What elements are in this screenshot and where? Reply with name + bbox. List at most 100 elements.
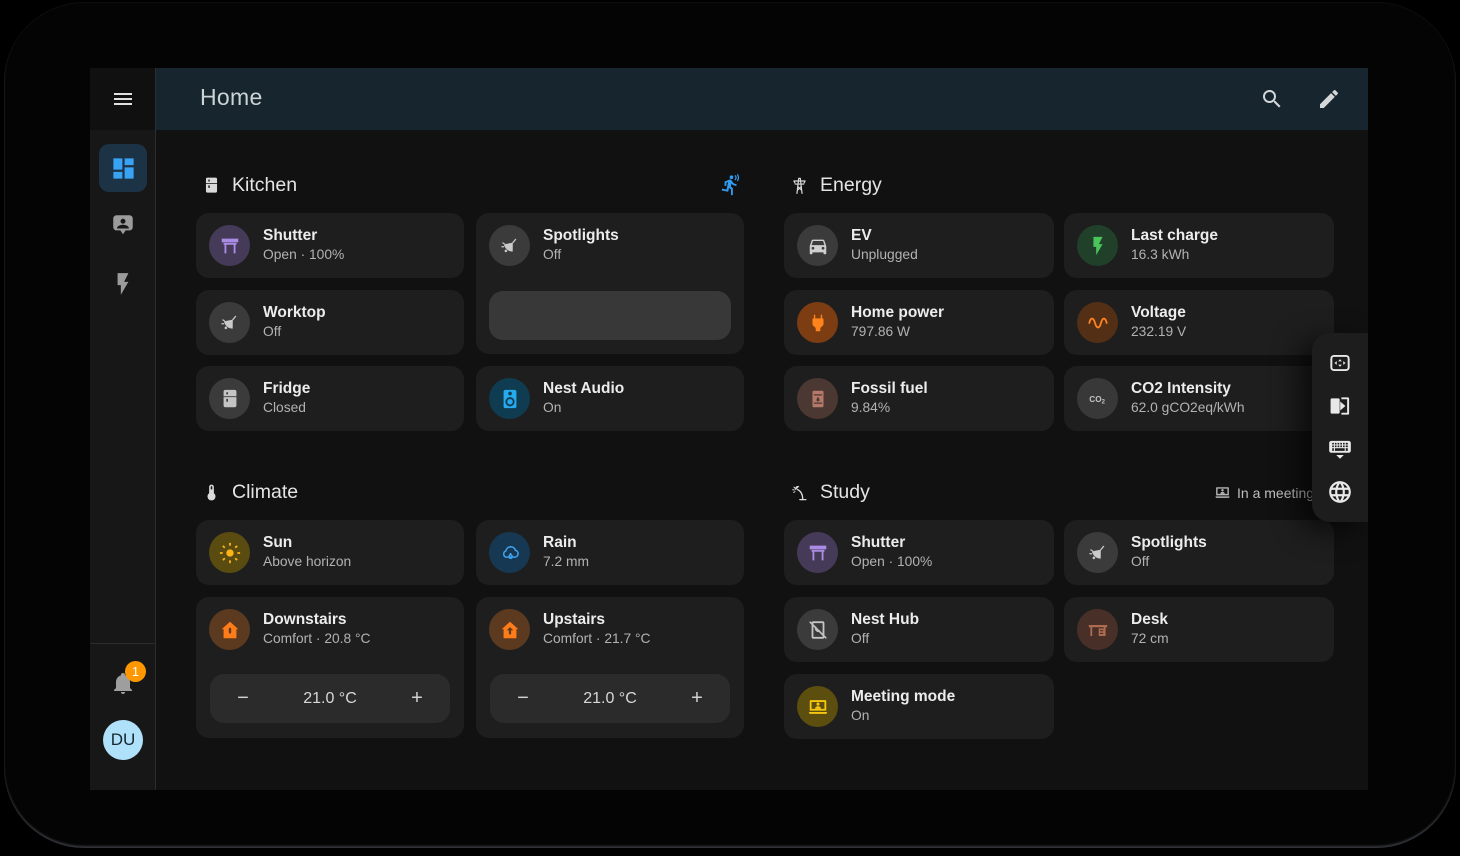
menu-icon[interactable] xyxy=(111,87,135,111)
sidebar-item-energy[interactable] xyxy=(110,271,136,297)
tile-state: Comfort · 20.8 °C xyxy=(263,631,371,647)
tile-state: 62.0 gCO2eq/kWh xyxy=(1131,400,1245,416)
app-header: Home xyxy=(156,68,1368,130)
tablet-off-icon[interactable] xyxy=(797,609,838,650)
target-temperature: 21.0 °C xyxy=(583,689,637,707)
tile-energy-fossil-fuel[interactable]: Fossil fuel 9.84% xyxy=(784,366,1054,431)
tile-title: Shutter xyxy=(851,534,906,552)
tile-state: Off xyxy=(543,247,562,263)
car-icon[interactable] xyxy=(797,225,838,266)
speaker-icon[interactable] xyxy=(489,378,530,419)
rain-cloud-icon[interactable] xyxy=(489,532,530,573)
tile-title: Shutter xyxy=(263,227,318,245)
temperature-stepper: − 21.0 °C + xyxy=(210,674,450,723)
tile-kitchen-spotlights[interactable]: Spotlights Off xyxy=(476,213,744,354)
tile-title: Spotlights xyxy=(543,227,619,245)
sidebar-item-dashboard[interactable] xyxy=(99,144,147,192)
section-title: Kitchen xyxy=(232,174,298,196)
tile-title: Rain xyxy=(543,534,577,552)
increase-temperature-button[interactable]: + xyxy=(411,687,423,709)
laptop-account-icon[interactable] xyxy=(797,686,838,727)
sidebar-item-person-bubble[interactable] xyxy=(110,212,136,238)
tile-kitchen-fridge[interactable]: Fridge Closed xyxy=(196,366,464,431)
tile-title: Downstairs xyxy=(263,611,347,629)
tile-state: 16.3 kWh xyxy=(1131,247,1190,263)
home-thermometer-icon[interactable] xyxy=(209,609,250,650)
tile-state: 232.19 V xyxy=(1131,324,1187,340)
meeting-status-badge[interactable]: In a meeting xyxy=(1214,484,1314,501)
decrease-temperature-button[interactable]: − xyxy=(517,687,529,709)
window-shutter-icon[interactable] xyxy=(209,225,250,266)
tile-energy-ev[interactable]: EV Unplugged xyxy=(784,213,1054,278)
laptop-account-icon xyxy=(1214,484,1231,501)
target-temperature: 21.0 °C xyxy=(303,689,357,707)
tile-study-spotlights[interactable]: Spotlights Off xyxy=(1064,520,1334,585)
screen-rotation-icon[interactable] xyxy=(1327,393,1353,419)
section-title: Climate xyxy=(232,481,299,503)
tile-energy-last-charge[interactable]: Last charge 16.3 kWh xyxy=(1064,213,1334,278)
tile-energy-co2-intensity[interactable]: CO2 CO2 Intensity 62.0 gCO2eq/kWh xyxy=(1064,366,1334,431)
search-icon[interactable] xyxy=(1260,87,1284,111)
tile-state: On xyxy=(851,708,870,724)
co2-molecule-icon[interactable]: CO2 xyxy=(1077,378,1118,419)
tile-state: Off xyxy=(1131,554,1150,570)
tile-title: Sun xyxy=(263,534,293,552)
keyboard-hide-icon[interactable] xyxy=(1327,436,1353,462)
tile-climate-sun[interactable]: Sun Above horizon xyxy=(196,520,464,585)
tile-energy-voltage[interactable]: Voltage 232.19 V xyxy=(1064,290,1334,355)
tile-title: Desk xyxy=(1131,611,1169,629)
tile-kitchen-nest-audio[interactable]: Nest Audio On xyxy=(476,366,744,431)
edit-dashboard-icon[interactable] xyxy=(1317,87,1341,111)
motion-sensor-icon[interactable] xyxy=(720,174,742,196)
ceiling-light-icon[interactable] xyxy=(209,302,250,343)
tile-title: Nest Hub xyxy=(851,611,920,629)
sidebar-divider xyxy=(90,643,155,644)
tile-climate-upstairs[interactable]: Upstairs Comfort · 21.7 °C − 21.0 °C + xyxy=(476,597,744,738)
sun-icon[interactable] xyxy=(209,532,250,573)
sine-wave-icon[interactable] xyxy=(1077,302,1118,343)
tile-title: Voltage xyxy=(1131,304,1186,322)
lightning-bolt-icon[interactable] xyxy=(1077,225,1118,266)
brightness-slider[interactable] xyxy=(489,291,731,340)
user-avatar[interactable]: DU xyxy=(103,720,143,760)
barrel-icon[interactable] xyxy=(797,378,838,419)
tile-state: Open · 100% xyxy=(851,554,933,570)
tile-state: 7.2 mm xyxy=(543,554,589,570)
tile-energy-home-power[interactable]: Home power 797.86 W xyxy=(784,290,1054,355)
home-arrow-up-icon[interactable] xyxy=(489,609,530,650)
tile-study-nest-hub[interactable]: Nest Hub Off xyxy=(784,597,1054,662)
sidebar-header xyxy=(90,68,155,130)
tile-study-shutter[interactable]: Shutter Open · 100% xyxy=(784,520,1054,585)
ceiling-light-icon[interactable] xyxy=(489,225,530,266)
tile-state: Unplugged xyxy=(851,247,918,263)
tile-title: Spotlights xyxy=(1131,534,1207,552)
fridge-icon[interactable] xyxy=(209,378,250,419)
tile-state: Off xyxy=(263,324,282,340)
tile-title: Fridge xyxy=(263,380,311,398)
section-header-kitchen: Kitchen xyxy=(202,174,297,197)
tile-title: Meeting mode xyxy=(851,688,956,706)
thermometer-icon xyxy=(202,483,221,502)
tile-kitchen-shutter[interactable]: Shutter Open · 100% xyxy=(196,213,464,278)
section-header-energy: Energy xyxy=(790,174,882,197)
tile-climate-rain[interactable]: Rain 7.2 mm xyxy=(476,520,744,585)
section-header-climate: Climate xyxy=(202,481,298,504)
globe-icon[interactable] xyxy=(1327,479,1353,505)
increase-temperature-button[interactable]: + xyxy=(691,687,703,709)
tile-title: Fossil fuel xyxy=(851,380,928,398)
tile-kitchen-worktop[interactable]: Worktop Off xyxy=(196,290,464,355)
tile-climate-downstairs[interactable]: Downstairs Comfort · 20.8 °C − 21.0 °C + xyxy=(196,597,464,738)
tile-state: 72 cm xyxy=(1131,631,1169,647)
window-shutter-icon[interactable] xyxy=(797,532,838,573)
tile-study-meeting-mode[interactable]: Meeting mode On xyxy=(784,674,1054,739)
fit-screen-icon[interactable] xyxy=(1327,350,1353,376)
desk-icon[interactable] xyxy=(1077,609,1118,650)
decrease-temperature-button[interactable]: − xyxy=(237,687,249,709)
transmission-tower-icon xyxy=(790,176,809,195)
page-title: Home xyxy=(200,84,263,110)
power-plug-icon[interactable] xyxy=(797,302,838,343)
ceiling-light-icon[interactable] xyxy=(1077,532,1118,573)
tile-study-desk[interactable]: Desk 72 cm xyxy=(1064,597,1334,662)
meeting-status-text: In a meeting xyxy=(1237,484,1315,501)
tile-state: Open · 100% xyxy=(263,247,345,263)
